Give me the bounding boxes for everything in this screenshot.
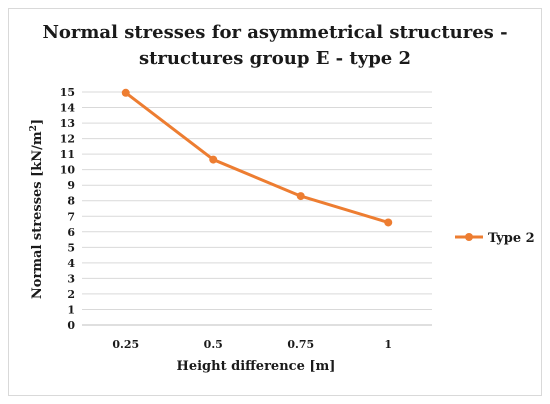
legend-label-type-2: Type 2 — [488, 231, 535, 246]
y-tick-label: 1 — [67, 303, 75, 316]
grid-lines — [82, 91, 432, 326]
y-tick-label: 4 — [67, 257, 75, 270]
y-tick-label: 9 — [67, 179, 75, 192]
data-point — [209, 155, 218, 164]
y-tick-label: 0 — [67, 319, 75, 332]
y-tick-label: 7 — [67, 210, 75, 223]
y-tick-label: 14 — [60, 102, 76, 115]
data-point — [296, 192, 305, 201]
y-tick-label: 12 — [60, 133, 75, 146]
y-tick-label: 13 — [60, 117, 75, 130]
chart-title-line-2: structures group E - type 2 — [138, 48, 412, 69]
y-tick-label: 3 — [67, 272, 75, 285]
x-axis-label: Height difference [m] — [177, 359, 336, 374]
x-tick-label: 0.75 — [287, 338, 314, 351]
data-point — [121, 88, 130, 97]
y-tick-label: 8 — [67, 195, 75, 208]
y-axis-label: Normal stresses [kN/m2] — [29, 119, 45, 299]
x-tick-label: 0.25 — [112, 338, 139, 351]
series-group — [121, 88, 393, 227]
legend-marker-type-2 — [465, 233, 473, 241]
y-tick-label: 11 — [60, 148, 75, 161]
series-line-type-2 — [124, 91, 390, 224]
x-tick-label: 1 — [384, 338, 392, 351]
y-tick-label: 15 — [60, 86, 75, 99]
y-tick-label: 5 — [67, 241, 75, 254]
chart-frame — [8, 8, 542, 396]
x-tick-label: 0.5 — [204, 338, 223, 351]
chart-title-line-1: Normal stresses for asymmetrical structu… — [42, 22, 508, 43]
y-tick-label: 6 — [67, 226, 75, 239]
data-point — [384, 218, 393, 227]
x-tick-labels: 0.25 0.5 0.75 1 — [112, 338, 392, 351]
y-tick-label: 2 — [67, 288, 75, 301]
legend: Type 2 — [455, 231, 535, 246]
y-tick-label: 10 — [60, 164, 76, 177]
